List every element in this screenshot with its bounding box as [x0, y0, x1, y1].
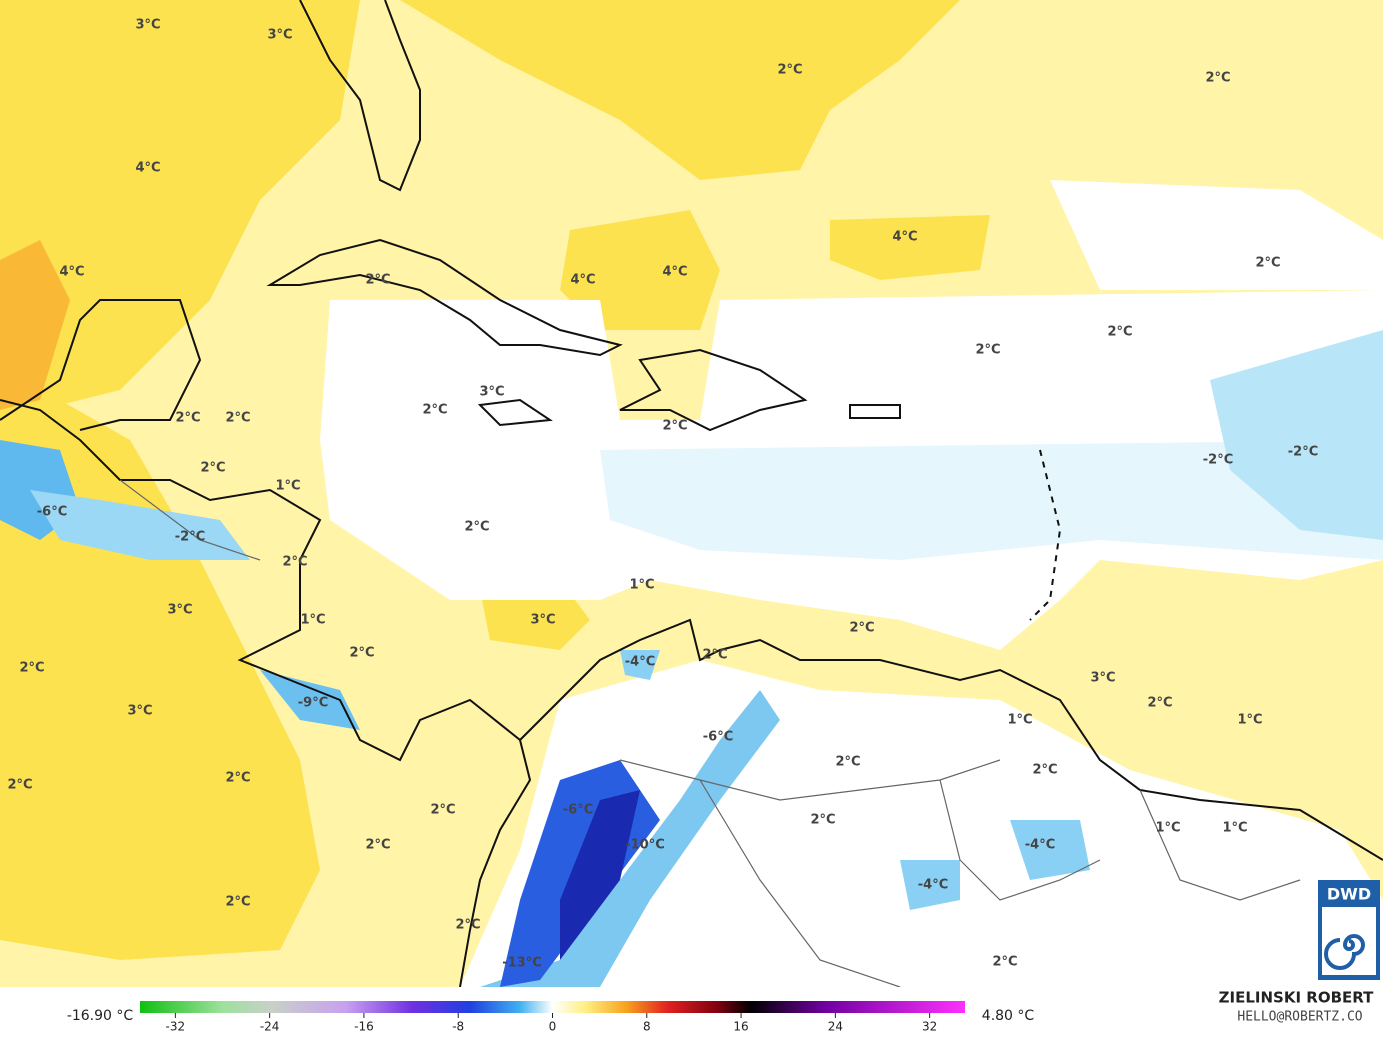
- temperature-label: 2°C: [365, 273, 390, 288]
- temperature-label: 2°C: [455, 918, 480, 933]
- credit-email: HELLO@ROBERTZ.CO: [1237, 1010, 1362, 1025]
- temperature-label: 2°C: [810, 813, 835, 828]
- temperature-label: 4°C: [662, 265, 687, 280]
- temperature-label: 1°C: [1155, 821, 1180, 836]
- temperature-label: 2°C: [200, 461, 225, 476]
- temperature-label: 2°C: [662, 419, 687, 434]
- temperature-label: 4°C: [59, 265, 84, 280]
- temperature-label: 4°C: [892, 230, 917, 245]
- colorbar-tick-label: -16: [354, 1020, 374, 1034]
- temperature-label: -4°C: [625, 655, 655, 670]
- temperature-label: 2°C: [175, 411, 200, 426]
- temperature-label: 2°C: [1205, 71, 1230, 86]
- temperature-label: 2°C: [422, 403, 447, 418]
- colorbar-min: -16.90 °C: [67, 1008, 134, 1024]
- coastlines: [0, 0, 1383, 988]
- colorbar-tick-label: 0: [549, 1020, 557, 1034]
- temperature-label: 2°C: [992, 955, 1017, 970]
- colorbar-max: 4.80 °C: [982, 1008, 1035, 1024]
- temperature-label: -6°C: [703, 730, 733, 745]
- temperature-label: -4°C: [1025, 838, 1055, 853]
- temperature-label: 4°C: [570, 273, 595, 288]
- borders: [119, 479, 1301, 988]
- temperature-label: 2°C: [1107, 325, 1132, 340]
- temperature-label: 2°C: [464, 520, 489, 535]
- temperature-label: 2°C: [975, 343, 1000, 358]
- temperature-label: 4°C: [135, 161, 160, 176]
- temperature-label: 2°C: [849, 621, 874, 636]
- colorbar-tick-label: 32: [922, 1020, 937, 1034]
- temperature-label: 2°C: [225, 771, 250, 786]
- temperature-label: 2°C: [225, 411, 250, 426]
- colorbar-tick-label: -32: [166, 1020, 186, 1034]
- temperature-label: -9°C: [298, 696, 328, 711]
- dwd-logo: DWD: [1318, 880, 1380, 980]
- temperature-label: 2°C: [349, 646, 374, 661]
- colorbar-tick-label: -8: [452, 1020, 464, 1034]
- temperature-label: -6°C: [563, 803, 593, 818]
- temperature-label: 1°C: [629, 578, 654, 593]
- temperature-label: 1°C: [1222, 821, 1247, 836]
- temperature-label: 2°C: [1032, 763, 1057, 778]
- temperature-label: 3°C: [127, 704, 152, 719]
- temperature-label: 2°C: [702, 648, 727, 663]
- colorbar-tick-label: -24: [260, 1020, 280, 1034]
- colorbar-tick-label: 16: [733, 1020, 748, 1034]
- temperature-label: -10°C: [625, 838, 665, 853]
- temperature-label: -13°C: [502, 956, 542, 971]
- temperature-label: 2°C: [19, 661, 44, 676]
- temperature-label: 3°C: [267, 28, 292, 43]
- temperature-label: -2°C: [1203, 453, 1233, 468]
- temperature-label: 3°C: [479, 385, 504, 400]
- temperature-label: 2°C: [7, 778, 32, 793]
- temperature-label: 3°C: [1090, 671, 1115, 686]
- logo-text: DWD: [1327, 885, 1371, 904]
- temperature-label: -2°C: [175, 530, 205, 545]
- temperature-label: 2°C: [1255, 256, 1280, 271]
- temperature-label: 2°C: [777, 63, 802, 78]
- colorbar-tick-label: 8: [643, 1020, 651, 1034]
- temperature-label: -4°C: [918, 878, 948, 893]
- temperature-label: 2°C: [365, 838, 390, 853]
- temperature-label: 2°C: [225, 895, 250, 910]
- temperature-label: 1°C: [300, 613, 325, 628]
- map-fill: [0, 0, 1383, 987]
- temperature-label: 1°C: [1237, 713, 1262, 728]
- temperature-label: 2°C: [835, 755, 860, 770]
- colorbar-tick-label: 24: [828, 1020, 843, 1034]
- temperature-label: 2°C: [1147, 696, 1172, 711]
- map-labels: 3°C 3°C 2°C 2°C 4°C 4°C 4°C 2°C 4°C 4°C 2°C 2°C 2°C 3…: [7, 18, 1318, 971]
- temperature-label: 3°C: [135, 18, 160, 33]
- temperature-label: 2°C: [430, 803, 455, 818]
- temperature-label: 3°C: [167, 603, 192, 618]
- temperature-label: -2°C: [1288, 445, 1318, 460]
- temperature-label: 3°C: [530, 613, 555, 628]
- colorbar: [140, 1001, 965, 1013]
- credit-name: ZIELINSKI ROBERT: [1219, 989, 1374, 1007]
- temperature-label: 2°C: [282, 555, 307, 570]
- temperature-label: 1°C: [275, 479, 300, 494]
- temperature-label: 1°C: [1007, 713, 1032, 728]
- temperature-label: -6°C: [37, 505, 67, 520]
